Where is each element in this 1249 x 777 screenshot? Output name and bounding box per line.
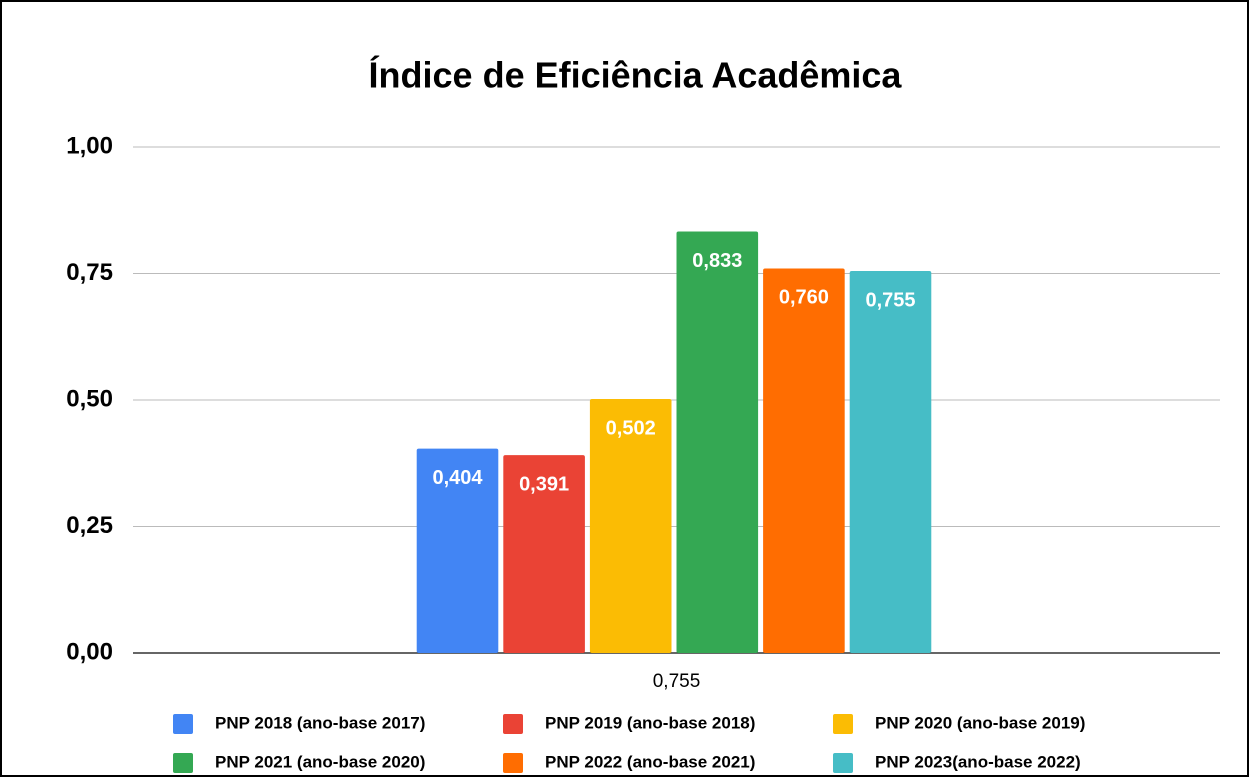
y-tick-label: 1,00 bbox=[66, 132, 113, 159]
y-tick-label: 0,50 bbox=[66, 385, 113, 412]
bar bbox=[763, 268, 845, 653]
bar bbox=[589, 398, 672, 653]
chart-title: Índice de Eficiência Acadêmica bbox=[369, 55, 903, 96]
bar bbox=[676, 231, 759, 653]
y-tick-label: 0,25 bbox=[66, 512, 113, 539]
bar bbox=[416, 448, 499, 653]
legend-swatch bbox=[503, 753, 523, 773]
legend-label: PNP 2018 (ano-base 2017) bbox=[215, 713, 425, 732]
bar bbox=[503, 455, 585, 653]
value-label: 0,833 bbox=[692, 250, 742, 272]
bar bbox=[849, 270, 932, 653]
value-label: 0,391 bbox=[519, 473, 569, 495]
legend-swatch bbox=[833, 753, 853, 773]
y-tick-label: 0,00 bbox=[66, 638, 113, 665]
value-label: 0,404 bbox=[432, 467, 483, 489]
legend-swatch bbox=[173, 753, 193, 773]
legend-label: PNP 2022 (ano-base 2021) bbox=[545, 752, 755, 771]
legend-label: PNP 2019 (ano-base 2018) bbox=[545, 713, 755, 732]
value-label: 0,755 bbox=[865, 289, 915, 311]
value-label: 0,760 bbox=[779, 287, 829, 309]
x-tick-label: 0,755 bbox=[653, 671, 701, 692]
legend-label: PNP 2023(ano-base 2022) bbox=[875, 752, 1081, 771]
y-tick-label: 0,75 bbox=[66, 259, 113, 286]
legend-swatch bbox=[173, 714, 193, 734]
legend-label: PNP 2020 (ano-base 2019) bbox=[875, 713, 1085, 732]
legend-swatch bbox=[503, 714, 523, 734]
legend-label: PNP 2021 (ano-base 2020) bbox=[215, 752, 425, 771]
value-label: 0,502 bbox=[606, 417, 656, 439]
legend-swatch bbox=[833, 714, 853, 734]
